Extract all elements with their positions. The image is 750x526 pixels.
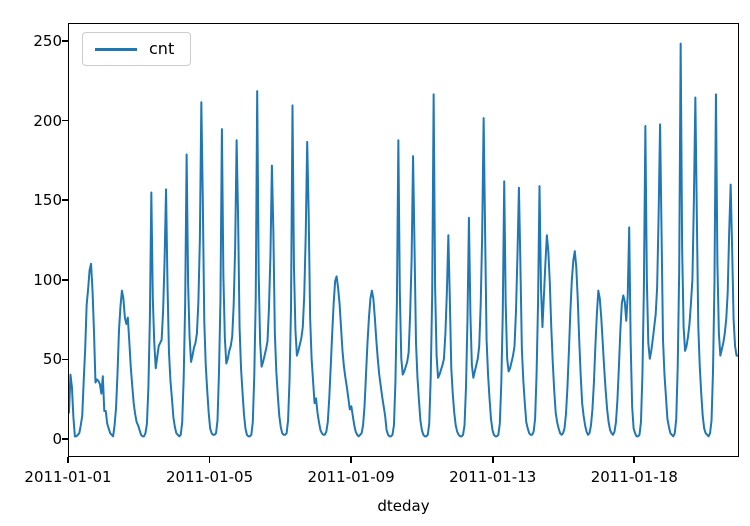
y-tick-mark: [62, 199, 68, 202]
legend: cnt: [82, 32, 192, 66]
y-tick-label: 0: [52, 429, 62, 448]
plot-area: cnt: [68, 23, 739, 457]
cnt-series-line: [69, 42, 738, 438]
x-tick-mark: [208, 457, 211, 463]
legend-label: cnt: [149, 39, 175, 58]
y-tick-mark: [62, 438, 68, 440]
x-tick-label: 2011-01-05: [165, 468, 254, 486]
x-tick-label: 2011-01-01: [24, 468, 112, 486]
cnt-line-chart: [69, 42, 738, 438]
x-tick-label: 2011-01-18: [590, 468, 678, 486]
legend-line-sample: [95, 47, 137, 51]
y-tick-label: 250: [33, 32, 62, 51]
x-tick-label: 2011-01-09: [307, 468, 395, 486]
y-tick-mark: [62, 278, 68, 281]
y-tick-label: 200: [33, 111, 62, 130]
x-tick-mark: [350, 457, 352, 463]
y-tick-label: 100: [33, 270, 62, 289]
x-tick-label: 2011-01-13: [449, 468, 537, 486]
y-tick-mark: [62, 119, 68, 122]
y-tick-mark: [62, 358, 68, 361]
x-axis-title: dteday: [377, 497, 430, 515]
x-tick-mark: [67, 457, 69, 463]
y-tick-label: 150: [33, 191, 62, 210]
y-tick-mark: [62, 40, 68, 42]
y-tick-label: 50: [42, 350, 62, 369]
x-tick-mark: [633, 457, 636, 463]
x-tick-mark: [491, 457, 494, 463]
